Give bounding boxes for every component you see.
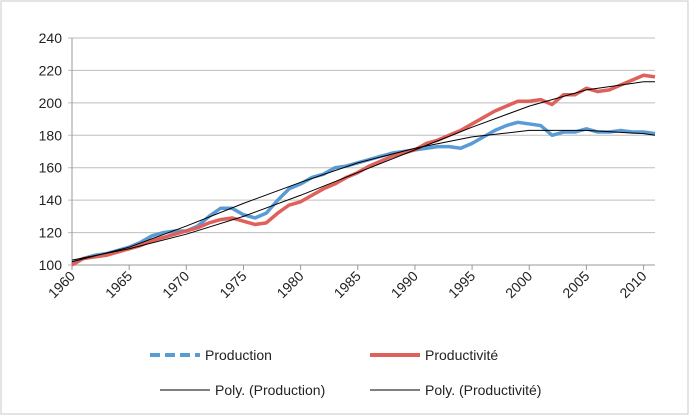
- legend-label: Poly. (Productivité): [425, 382, 541, 398]
- y-tick-label: 220: [39, 62, 63, 78]
- y-tick-label: 240: [39, 30, 63, 46]
- y-tick-label: 160: [39, 160, 63, 176]
- y-tick-label: 140: [39, 192, 63, 208]
- trend-line: [71, 81, 655, 261]
- trend-line: [71, 129, 656, 263]
- y-tick-label: 200: [39, 95, 63, 111]
- y-tick-label: 120: [39, 225, 63, 241]
- y-tick-label: 180: [39, 127, 63, 143]
- series-line: [71, 73, 656, 267]
- legend-label: Production: [205, 347, 272, 363]
- y-tick-label: 100: [39, 257, 63, 273]
- legend-label: Productivité: [425, 347, 498, 363]
- legend-label: Poly. (Production): [215, 382, 325, 398]
